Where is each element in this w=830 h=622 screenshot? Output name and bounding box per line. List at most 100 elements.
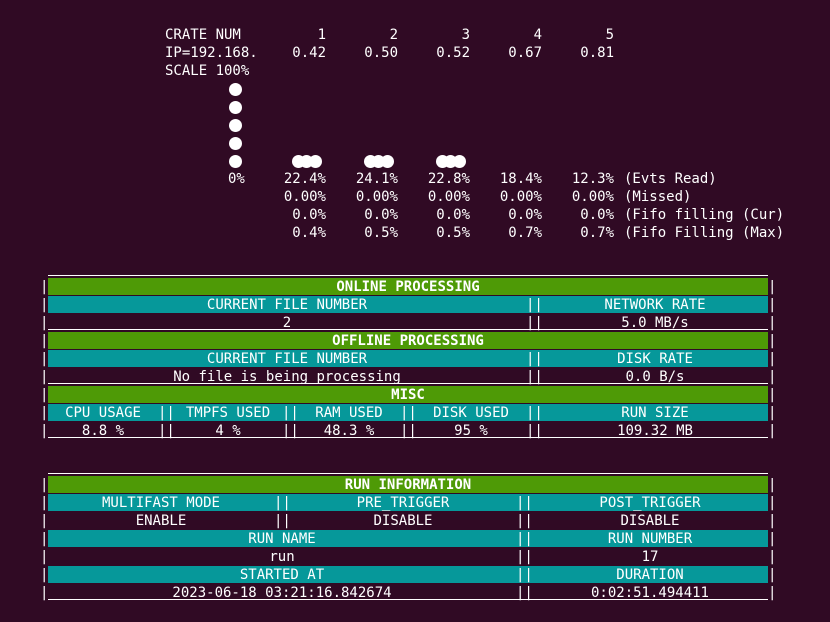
column-separator: || (158, 423, 175, 439)
bar-dot (453, 155, 466, 168)
table-border: | (768, 495, 777, 511)
table-border: | (40, 477, 49, 493)
table-border: | (40, 369, 49, 385)
column-separator: || (400, 405, 417, 421)
missed-value: 0.00% (355, 189, 398, 205)
started-at-value: 2023-06-18 03:21:16.842674 (172, 585, 392, 601)
evts-value: 22.8% (427, 171, 470, 187)
table-border: | (40, 495, 49, 511)
table-border: | (40, 351, 49, 367)
missed-value: 0.00% (571, 189, 614, 205)
table-border: | (768, 531, 777, 547)
crate-num: 5 (605, 27, 614, 43)
crate-ip: 0.52 (436, 45, 470, 61)
table-border: | (768, 369, 777, 385)
ram-used-value: 48.3 % (323, 423, 375, 439)
disk-rate-label: DISK RATE (617, 351, 693, 367)
table-border: | (768, 423, 777, 439)
run-label-bar (48, 530, 768, 547)
run-size-value: 109.32 MB (617, 423, 693, 439)
table-border: | (768, 315, 777, 331)
run-size-label: RUN SIZE (621, 405, 689, 421)
post-trigger-label: POST_TRIGGER (599, 495, 701, 511)
column-separator: || (400, 423, 417, 439)
offline-file-label: CURRENT FILE NUMBER (206, 351, 368, 367)
run-name-label: RUN NAME (248, 531, 316, 547)
fifo-cur-value: 0.0% (436, 207, 470, 223)
column-separator: || (526, 315, 543, 331)
table-border: | (40, 513, 49, 529)
crate-ip: 0.50 (364, 45, 398, 61)
table-border: | (40, 549, 49, 565)
scale-dot (229, 101, 242, 114)
ip-label: IP=192.168. (165, 45, 258, 61)
run-info-title: RUN INFORMATION (344, 477, 472, 493)
table-border: | (40, 315, 49, 331)
crate-ip: 0.42 (292, 45, 326, 61)
bar-dot (309, 155, 322, 168)
column-separator: || (526, 297, 543, 313)
bar-dot (381, 155, 394, 168)
column-separator: || (526, 351, 543, 367)
multifast-mode-label: MULTIFAST MODE (101, 495, 220, 511)
fifo-max-value: 0.7% (508, 225, 542, 241)
network-rate-label: NETWORK RATE (604, 297, 706, 313)
table-rule (48, 473, 768, 474)
table-border: | (40, 279, 49, 295)
table-border: | (40, 333, 49, 349)
column-separator: || (274, 513, 291, 529)
scale-dot (229, 83, 242, 96)
crate-num: 1 (317, 27, 326, 43)
tmpfs-used-label: TMPFS USED (185, 405, 271, 421)
run-name-value: run (269, 549, 295, 565)
fifo-max-value: 0.4% (292, 225, 326, 241)
network-rate-value: 5.0 MB/s (621, 315, 689, 331)
crate-num: 2 (389, 27, 398, 43)
column-separator: || (516, 585, 533, 601)
crate-num: 3 (461, 27, 470, 43)
misc-label-bar (48, 404, 768, 421)
started-at-label: STARTED AT (239, 567, 325, 583)
crate-num: 4 (533, 27, 542, 43)
column-separator: || (158, 405, 175, 421)
missed-row-label: (Missed) (624, 189, 692, 205)
pre-trigger-label: PRE_TRIGGER (356, 495, 450, 511)
table-border: | (768, 549, 777, 565)
cpu-usage-label: CPU USAGE (65, 405, 141, 421)
post-trigger-value: DISABLE (620, 513, 680, 529)
table-rule (48, 437, 768, 438)
disk-used-label: DISK USED (433, 405, 509, 421)
column-separator: || (274, 495, 291, 511)
column-separator: || (516, 513, 533, 529)
evts-row-label: (Evts Read) (624, 171, 717, 187)
table-border: | (40, 531, 49, 547)
missed-value: 0.00% (427, 189, 470, 205)
table-border: | (768, 333, 777, 349)
table-border: | (768, 405, 777, 421)
zero-percent-label: 0% (228, 171, 245, 187)
column-separator: || (282, 423, 299, 439)
table-border: | (40, 567, 49, 583)
offline-file-value: No file is being processing (173, 369, 401, 385)
run-header-bar (48, 476, 768, 493)
run-number-value: 17 (641, 549, 659, 565)
table-border: | (40, 585, 49, 601)
evts-value: 22.4% (283, 171, 326, 187)
table-rule (48, 383, 768, 384)
scale-label: SCALE 100% (165, 63, 250, 79)
column-separator: || (526, 369, 543, 385)
table-rule (48, 275, 768, 276)
offline-header-bar (48, 332, 768, 349)
evts-value: 12.3% (571, 171, 614, 187)
cpu-usage-value: 8.8 % (81, 423, 125, 439)
column-separator: || (526, 405, 543, 421)
column-separator: || (516, 531, 533, 547)
column-separator: || (516, 567, 533, 583)
table-rule (48, 329, 768, 330)
crate-num-label: CRATE NUM (165, 27, 241, 43)
scale-dot (229, 155, 242, 168)
scale-dot (229, 119, 242, 132)
tmpfs-used-value: 4 % (215, 423, 241, 439)
table-border: | (768, 477, 777, 493)
fifo-cur-value: 0.0% (508, 207, 542, 223)
